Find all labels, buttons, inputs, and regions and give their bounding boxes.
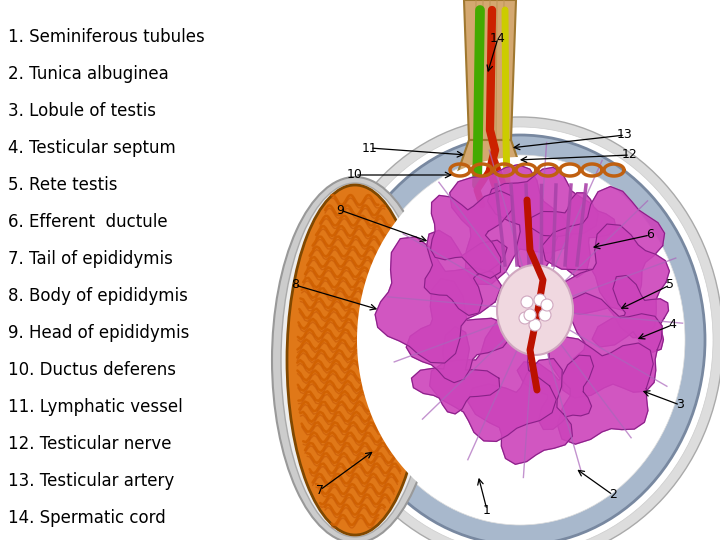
Text: 5: 5	[666, 279, 674, 292]
Polygon shape	[375, 237, 501, 363]
Text: 12. Testicular nerve: 12. Testicular nerve	[8, 435, 171, 453]
Polygon shape	[424, 230, 507, 315]
Ellipse shape	[541, 299, 553, 311]
Polygon shape	[464, 0, 516, 140]
Text: 13: 13	[617, 129, 633, 141]
Ellipse shape	[521, 296, 533, 308]
Polygon shape	[556, 224, 670, 338]
Polygon shape	[592, 275, 668, 352]
Polygon shape	[406, 279, 511, 383]
Polygon shape	[412, 327, 500, 414]
Text: 3: 3	[676, 399, 684, 411]
Polygon shape	[450, 165, 572, 285]
Polygon shape	[450, 140, 530, 195]
Polygon shape	[487, 167, 598, 276]
Text: 2. Tunica albuginea: 2. Tunica albuginea	[8, 65, 168, 83]
Ellipse shape	[335, 135, 705, 540]
Polygon shape	[542, 186, 665, 311]
Polygon shape	[430, 316, 557, 441]
Ellipse shape	[272, 177, 438, 540]
Text: 4: 4	[668, 319, 676, 332]
Text: 10. Ductus deferens: 10. Ductus deferens	[8, 361, 176, 379]
Ellipse shape	[519, 312, 531, 324]
Text: 11. Lymphatic vessel: 11. Lymphatic vessel	[8, 398, 183, 416]
Text: 1. Seminiferous tubules: 1. Seminiferous tubules	[8, 28, 204, 46]
Text: 1: 1	[483, 503, 491, 516]
Text: 14: 14	[490, 31, 506, 44]
Ellipse shape	[327, 127, 713, 540]
Text: 10: 10	[347, 168, 363, 181]
Text: 11: 11	[362, 141, 378, 154]
Ellipse shape	[287, 185, 423, 535]
Text: 8. Body of epididymis: 8. Body of epididymis	[8, 287, 188, 305]
Polygon shape	[431, 191, 512, 278]
Text: 2: 2	[609, 489, 617, 502]
Polygon shape	[549, 336, 653, 444]
Ellipse shape	[357, 157, 683, 523]
Polygon shape	[531, 193, 616, 278]
Text: 6. Efferent  ductule: 6. Efferent ductule	[8, 213, 168, 231]
Ellipse shape	[355, 155, 685, 525]
Polygon shape	[562, 293, 662, 398]
Ellipse shape	[524, 309, 536, 321]
Ellipse shape	[497, 265, 573, 355]
Ellipse shape	[317, 117, 720, 540]
Text: 9: 9	[336, 204, 344, 217]
Polygon shape	[467, 359, 572, 464]
Polygon shape	[517, 355, 593, 429]
Ellipse shape	[534, 294, 546, 306]
Ellipse shape	[529, 319, 541, 331]
Text: 7: 7	[316, 483, 324, 496]
Text: 8: 8	[291, 279, 299, 292]
Text: 6: 6	[646, 228, 654, 241]
Text: 7. Tail of epididymis: 7. Tail of epididymis	[8, 250, 173, 268]
Text: 14. Spermatic cord: 14. Spermatic cord	[8, 509, 166, 527]
Text: 13. Testicular artery: 13. Testicular artery	[8, 472, 174, 490]
Text: 4. Testicular septum: 4. Testicular septum	[8, 139, 176, 157]
Text: 5. Rete testis: 5. Rete testis	[8, 176, 117, 194]
Ellipse shape	[281, 183, 429, 537]
Ellipse shape	[539, 309, 551, 321]
Text: 9. Head of epididymis: 9. Head of epididymis	[8, 324, 189, 342]
Text: 3. Lobule of testis: 3. Lobule of testis	[8, 102, 156, 120]
Text: 12: 12	[622, 148, 638, 161]
